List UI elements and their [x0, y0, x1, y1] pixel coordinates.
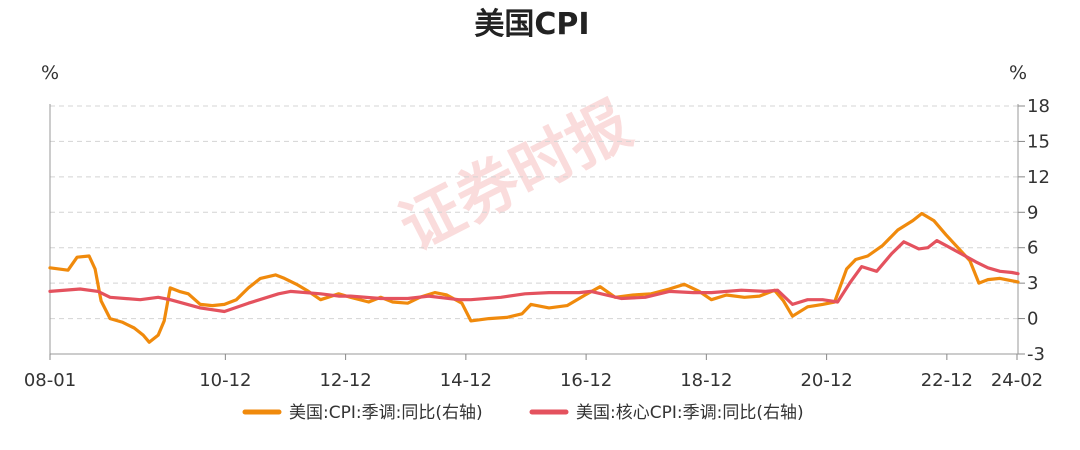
y-tick-label: 12 — [1027, 167, 1050, 188]
legend-label-2: 美国:核心CPI:季调:同比(右轴) — [576, 403, 804, 423]
y-tick-label: 6 — [1027, 238, 1038, 259]
y-tick-label: 0 — [1027, 309, 1038, 330]
chart-axes — [49, 104, 1025, 360]
y-tick-label: 15 — [1027, 131, 1050, 152]
series-lines — [48, 211, 1020, 344]
y-axis-labels: -3 0 3 6 9 12 15 18 — [1027, 96, 1050, 365]
y-tick-label: -3 — [1027, 344, 1045, 365]
chart-title: 美国CPI — [474, 7, 589, 42]
y-tick-label: 9 — [1027, 202, 1038, 223]
x-tick-label: 12-12 — [319, 370, 371, 391]
x-tick-label: 08-01 — [24, 370, 76, 391]
x-tick-label: 24-02 — [991, 370, 1043, 391]
y-tick-label: 18 — [1027, 96, 1050, 117]
watermark-text: 证券时报 — [388, 87, 642, 265]
x-tick-label: 22-12 — [921, 370, 973, 391]
left-axis-unit: % — [41, 62, 59, 84]
legend: 美国:CPI:季调:同比(右轴) 美国:核心CPI:季调:同比(右轴) — [242, 403, 804, 423]
x-tick-label: 20-12 — [800, 370, 852, 391]
legend-label-1: 美国:CPI:季调:同比(右轴) — [289, 403, 483, 423]
x-axis-labels: 08-01 10-12 12-12 14-12 16-12 18-12 20-12 22-12… — [24, 370, 1043, 391]
x-tick-label: 10-12 — [199, 370, 251, 391]
x-tick-label: 14-12 — [440, 370, 492, 391]
series-line-1 — [48, 211, 1020, 344]
y-tick-label: 3 — [1027, 273, 1038, 294]
series-line-2 — [48, 239, 1020, 314]
right-axis-unit: % — [1009, 62, 1027, 84]
x-tick-label: 16-12 — [560, 370, 612, 391]
x-tick-label: 18-12 — [680, 370, 732, 391]
